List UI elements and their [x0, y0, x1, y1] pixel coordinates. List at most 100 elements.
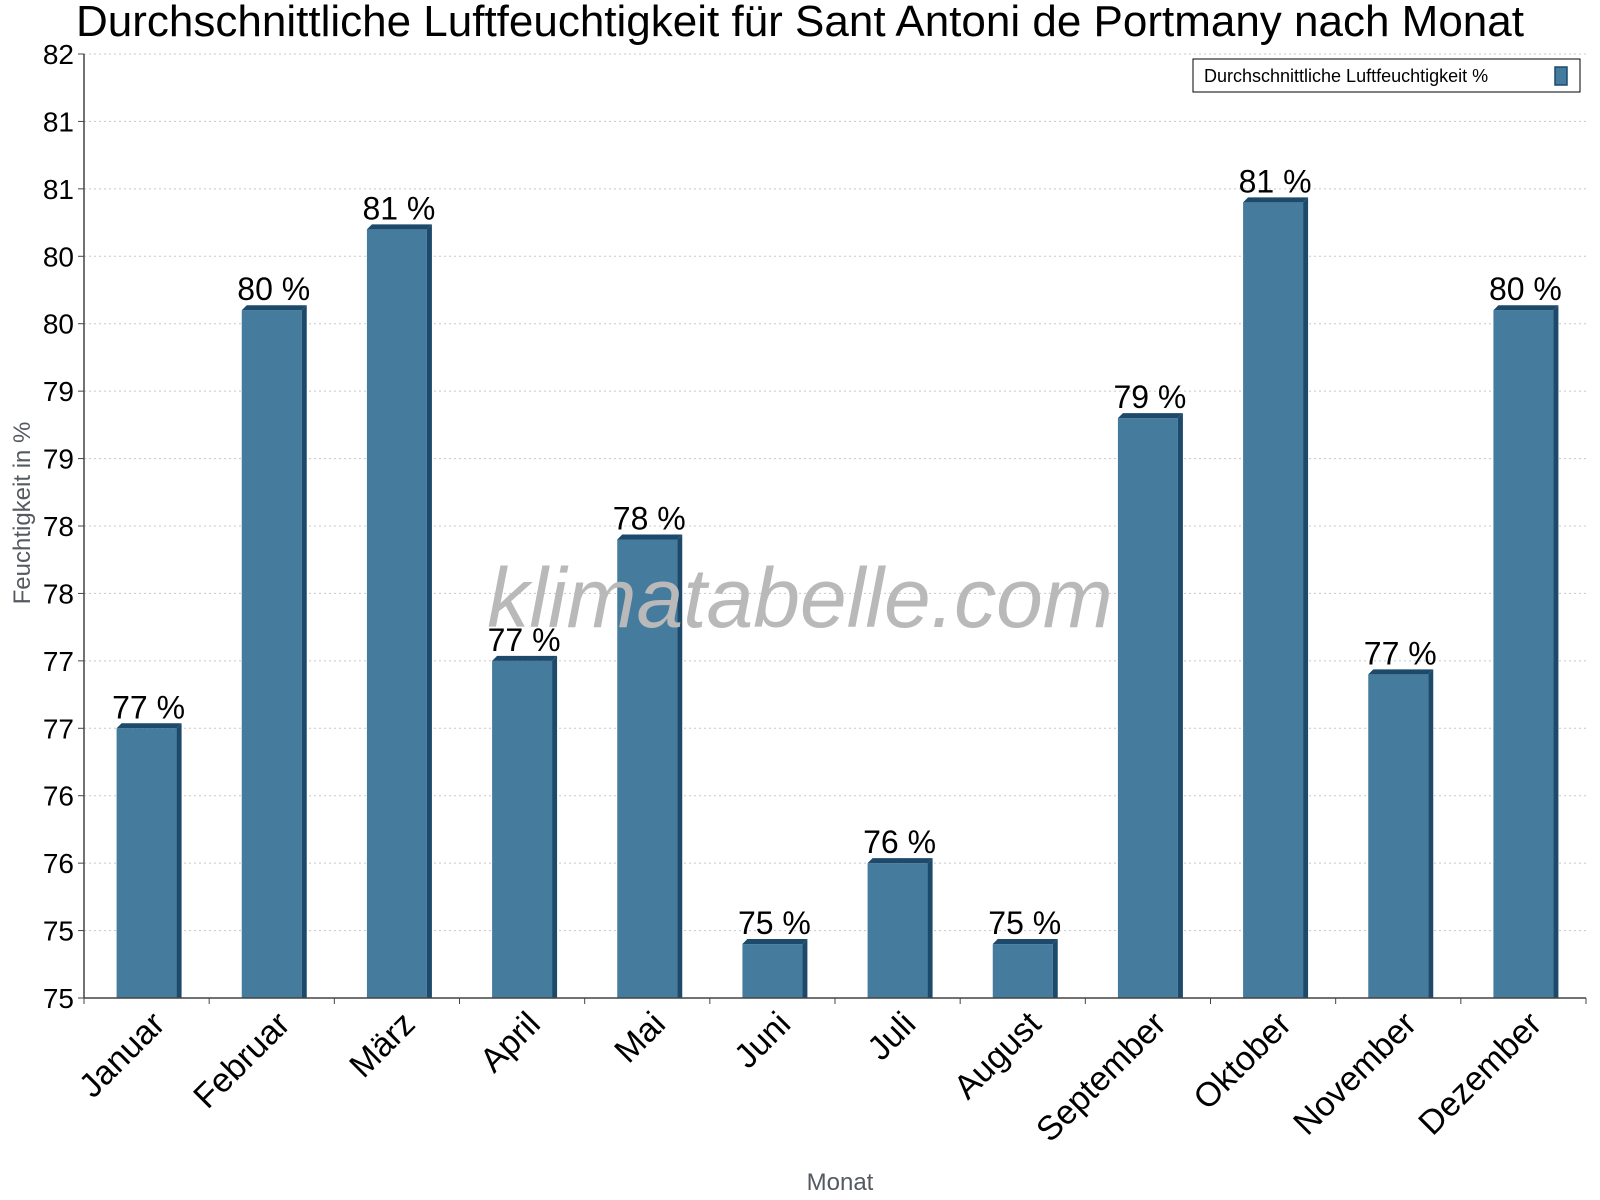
bar-side — [1303, 197, 1309, 999]
bar-side — [927, 858, 933, 998]
bar-value-label: 78 % — [613, 500, 686, 536]
y-axis-title: Feuchtigkeit in % — [9, 422, 36, 605]
bars — [116, 197, 1559, 999]
y-tick-label: 77 — [43, 646, 74, 677]
y-tick-label: 78 — [43, 511, 74, 542]
bar-side — [677, 534, 683, 998]
bar-september — [1117, 413, 1183, 999]
y-tick-label: 75 — [43, 916, 74, 947]
y-tick-label: 75 — [43, 983, 74, 1014]
y-axis-ticks: 75 75 76 76 77 77 78 78 79 79 80 80 81 81 82 — [43, 39, 84, 1014]
x-tick-label: Juni — [727, 1005, 798, 1076]
x-axis-ticks: Januar Februar März April Mai Juni Juli AugustS… — [72, 998, 1587, 1149]
bar-value-label: 79 % — [1113, 379, 1186, 415]
y-tick-label: 78 — [43, 578, 74, 609]
bar-front — [1243, 202, 1304, 999]
x-tick-label: Januar — [72, 1005, 172, 1105]
bar-value-label: 76 % — [863, 824, 936, 860]
y-tick-label: 82 — [43, 39, 74, 70]
bar-front — [742, 944, 803, 998]
bar-front — [1368, 674, 1429, 998]
bar-juni — [742, 939, 808, 998]
x-axis-title: Monat — [807, 1169, 874, 1196]
bar-value-label: 80 % — [237, 271, 310, 307]
bar-value-label: 75 % — [738, 905, 811, 941]
x-tick-label: Februar — [186, 1005, 297, 1116]
bar-side — [1553, 305, 1559, 998]
bar-dezember — [1493, 305, 1559, 998]
bar-top — [1368, 669, 1434, 675]
bar-top — [1117, 413, 1183, 419]
x-tick-label: Juli — [860, 1005, 923, 1068]
legend-swatch — [1554, 66, 1568, 86]
chart-title: Durchschnittliche Luftfeuchtigkeit für S… — [76, 0, 1524, 46]
bar-top — [116, 723, 182, 729]
y-tick-label: 76 — [43, 848, 74, 879]
y-tick-label: 79 — [43, 376, 74, 407]
bar-front — [992, 944, 1053, 998]
y-tick-label: 81 — [43, 174, 74, 205]
x-tick-label: April — [473, 1005, 548, 1080]
y-tick-label: 80 — [43, 241, 74, 272]
bar-value-label: 77 % — [112, 689, 185, 725]
y-tick-label: 80 — [43, 309, 74, 340]
x-tick-label: März — [342, 1005, 422, 1085]
bar-januar — [116, 723, 182, 998]
bar-side — [1052, 939, 1058, 998]
bar-front — [241, 310, 302, 998]
bar-front — [492, 660, 553, 998]
bar-top — [492, 655, 558, 661]
bar-november — [1368, 669, 1434, 998]
bar-top — [867, 858, 933, 864]
bar-märz — [366, 224, 432, 999]
bar-side — [802, 939, 808, 998]
bar-side — [426, 224, 432, 999]
bar-front — [617, 539, 678, 998]
bar-februar — [241, 305, 307, 998]
x-tick-label: August — [947, 1004, 1049, 1106]
bar-april — [492, 655, 558, 998]
bar-side — [176, 723, 182, 998]
y-tick-label: 81 — [43, 106, 74, 137]
bar-front — [116, 728, 177, 998]
y-tick-label: 79 — [43, 444, 74, 475]
bar-side — [1428, 669, 1434, 998]
bar-value-label: 77 % — [488, 622, 561, 658]
bar-front — [1117, 418, 1178, 999]
bar-top — [366, 224, 432, 230]
legend-box — [1192, 58, 1581, 93]
y-tick-label: 77 — [43, 713, 74, 744]
bar-side — [301, 305, 307, 998]
bar-front — [366, 229, 427, 999]
bar-oktober — [1243, 197, 1309, 999]
x-tick-label: September — [1029, 1005, 1173, 1149]
bar-side — [1177, 413, 1183, 999]
bar-top — [1493, 305, 1559, 311]
bar-value-label: 81 % — [362, 190, 435, 226]
x-tick-label: November — [1286, 1005, 1424, 1143]
bar-top — [1243, 197, 1309, 203]
bar-front — [1493, 310, 1554, 998]
bar-top — [742, 939, 808, 945]
bar-labels: 77 % 80 % 81 % 77 % 78 % 75 % 76 % 75 % 79 % 81 %… — [112, 163, 1562, 941]
bar-value-label: 77 % — [1364, 635, 1437, 671]
bar-august — [992, 939, 1058, 998]
bar-juli — [867, 858, 933, 998]
x-tick-label: Dezember — [1411, 1005, 1549, 1143]
bar-top — [617, 534, 683, 540]
bar-top — [241, 305, 307, 311]
x-tick-label: Oktober — [1186, 1005, 1298, 1117]
bar-side — [552, 655, 558, 998]
bar-front — [867, 863, 928, 998]
grid-lines — [84, 53, 1586, 932]
y-tick-label: 76 — [43, 781, 74, 812]
watermark: klimatabelle.com — [487, 551, 1113, 645]
x-tick-label: Mai — [607, 1005, 673, 1071]
bar-value-label: 81 % — [1239, 163, 1312, 199]
bar-mai — [617, 534, 683, 998]
legend: Durchschnittliche Luftfeuchtigkeit % — [1192, 58, 1581, 93]
bar-top — [992, 939, 1058, 945]
bar-value-label: 75 % — [988, 905, 1061, 941]
legend-label: Durchschnittliche Luftfeuchtigkeit % — [1204, 66, 1488, 86]
